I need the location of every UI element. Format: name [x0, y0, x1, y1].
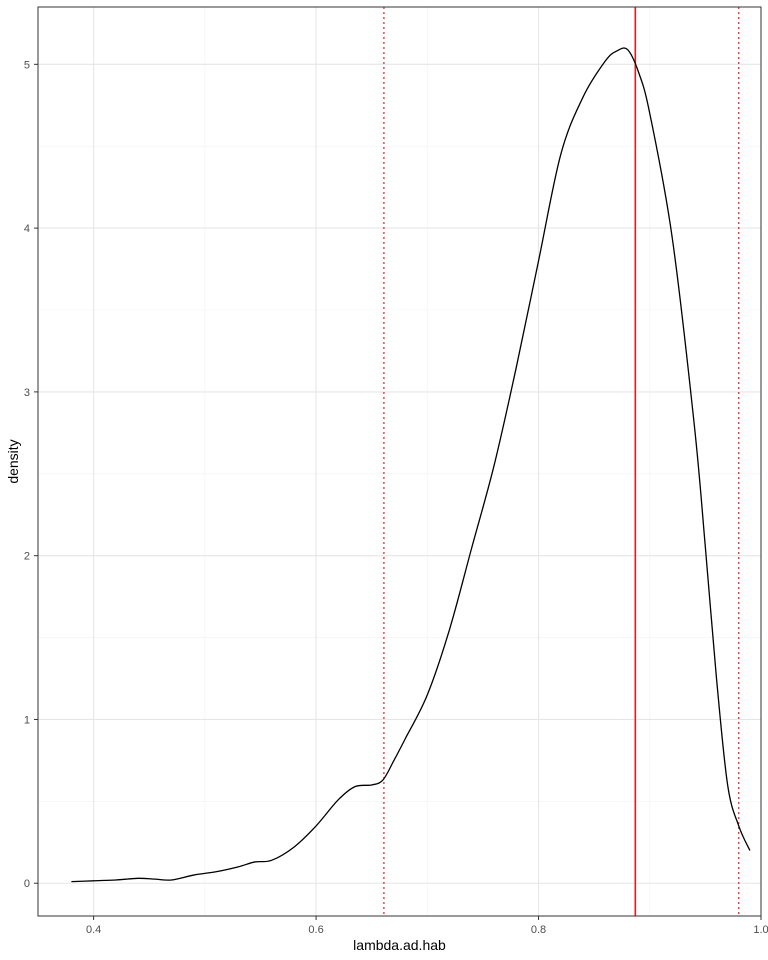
y-tick-label: 5: [24, 59, 30, 71]
y-tick-label: 4: [24, 223, 30, 235]
panel-border: [37, 6, 762, 917]
y-axis-ticks: 0 1 2 3 4 5: [24, 59, 38, 890]
reference-lines: [383, 7, 740, 916]
x-tick-label: 1.0: [753, 924, 768, 936]
y-tick-label: 1: [24, 714, 30, 726]
y-axis-title: density: [5, 439, 21, 483]
y-tick-label: 3: [24, 387, 30, 399]
x-tick-label: 0.8: [531, 924, 546, 936]
x-axis-ticks: 0.4 0.6 0.8 1.0: [86, 916, 768, 936]
x-axis-title: lambda.ad.hab: [353, 937, 446, 953]
grid-minor: [38, 7, 761, 916]
x-tick-label: 0.6: [308, 924, 323, 936]
x-tick-label: 0.4: [86, 924, 101, 936]
grid-major: [38, 7, 762, 916]
y-tick-label: 0: [24, 878, 30, 890]
series-layer: [71, 47, 751, 883]
y-tick-label: 2: [24, 551, 30, 563]
density-curve: [71, 47, 751, 883]
